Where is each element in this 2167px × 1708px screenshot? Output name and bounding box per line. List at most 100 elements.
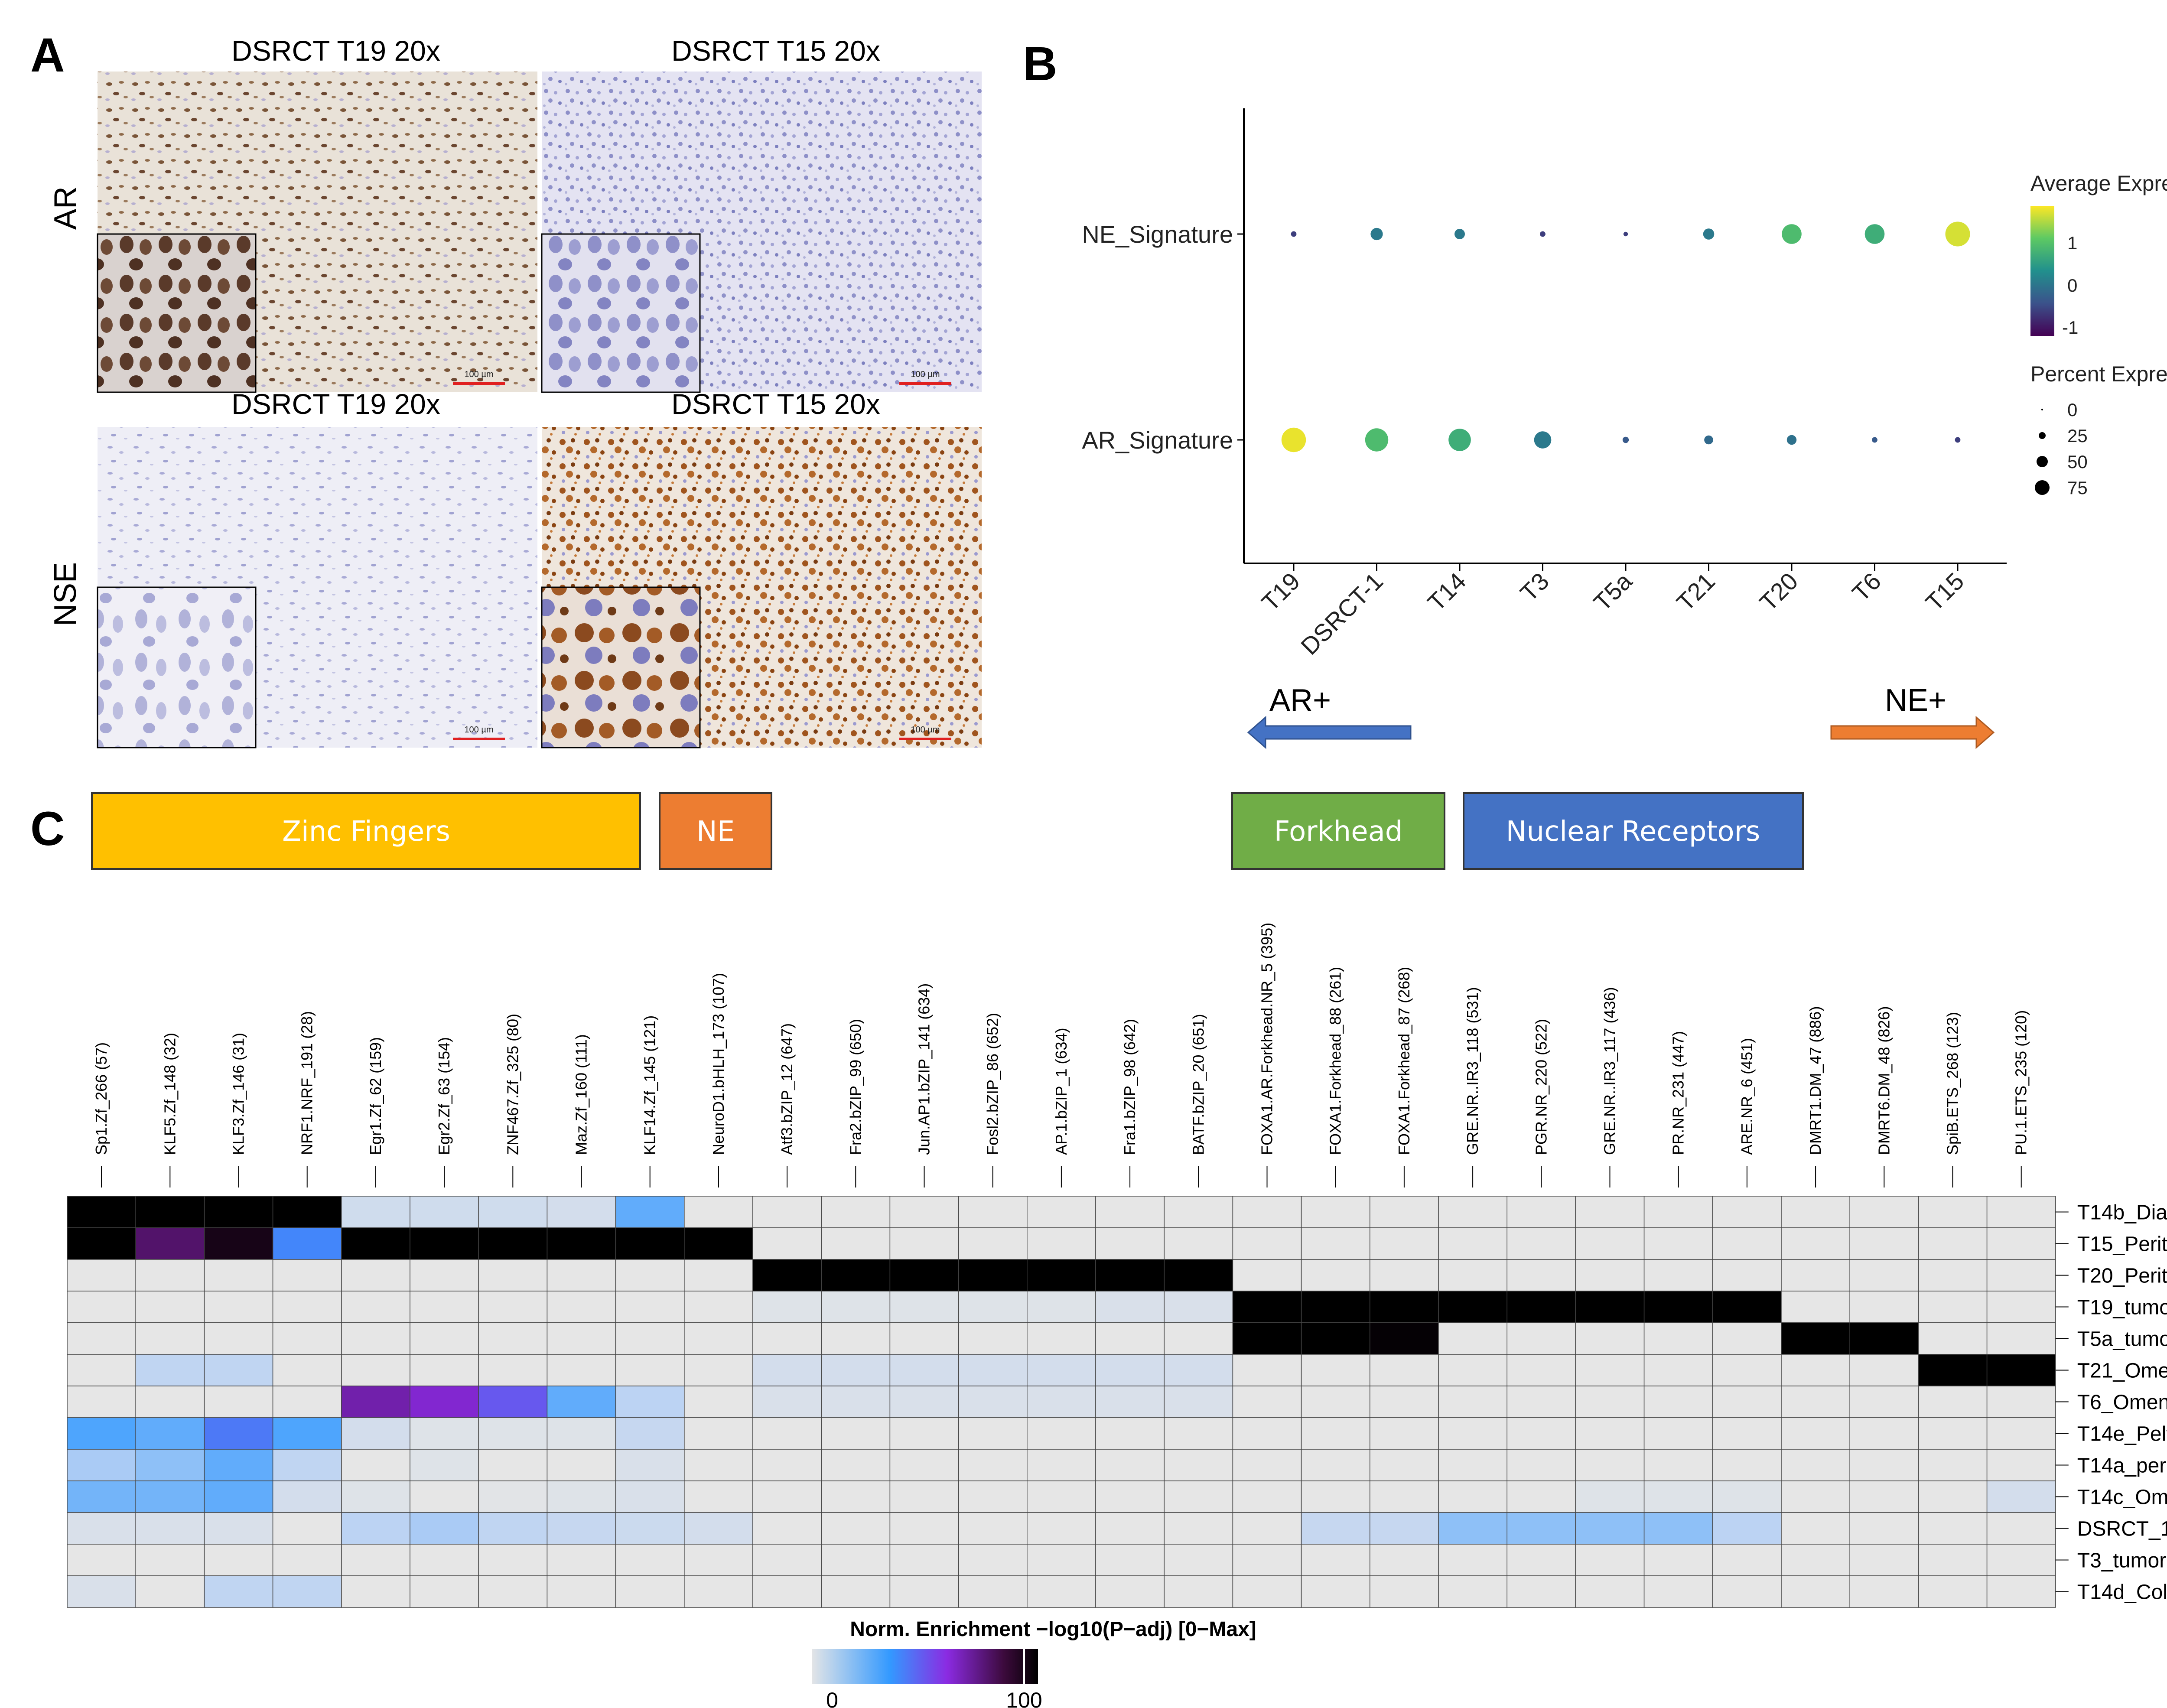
heatmap-cell <box>958 1480 1028 1513</box>
dotplot-row-labels: NE_Signature AR_Signature <box>1082 221 1244 454</box>
size-legend: Percent Expressed 0 25 50 75 <box>2030 362 2167 498</box>
heatmap-cell <box>752 1196 822 1228</box>
heatmap-cell <box>1164 1417 1233 1450</box>
heatmap-cell <box>1164 1544 1233 1576</box>
heatmap-cell <box>478 1291 548 1323</box>
heatmap-cell <box>1781 1417 1850 1450</box>
heatmap-column-label: NRF1.NRF_191 (28) <box>298 1011 316 1155</box>
heatmap-cell <box>1095 1417 1165 1450</box>
heatmap-cell <box>821 1322 891 1355</box>
heatmap-cell <box>821 1575 891 1608</box>
heatmap-cell <box>478 1449 548 1481</box>
heatmap-cell <box>752 1417 822 1450</box>
heatmap-cell <box>1849 1196 1919 1228</box>
heatmap-cell <box>1918 1227 1988 1260</box>
heatmap-cell <box>410 1386 479 1418</box>
heatmap-cell <box>1232 1449 1302 1481</box>
heatmap-cell <box>547 1449 616 1481</box>
heatmap-cell <box>615 1227 685 1260</box>
heatmap-cell <box>615 1322 685 1355</box>
heatmap-colorbar: Norm. Enrichment −log10(P−adj) [0−Max] 0… <box>810 1618 1256 1708</box>
heatmap-cell <box>1438 1544 1507 1576</box>
heatmap-cell <box>1232 1575 1302 1608</box>
heatmap-cell <box>410 1227 479 1260</box>
heatmap-cell <box>478 1322 548 1355</box>
heatmap-cell <box>341 1512 410 1545</box>
heatmap-cell <box>272 1354 342 1386</box>
heatmap-cell <box>1643 1480 1713 1513</box>
heatmap-cell <box>1301 1512 1370 1545</box>
dotplot-point <box>1622 436 1629 443</box>
heatmap-cell <box>1506 1291 1576 1323</box>
size-legend-title: Percent Expressed <box>2030 362 2167 386</box>
heatmap-cell <box>889 1449 959 1481</box>
heatmap-row-label: T14a_peritoneum <box>2077 1454 2167 1477</box>
heatmap-cell <box>67 1291 136 1323</box>
size-legend-tick: 0 <box>2067 400 2077 420</box>
scale-bar-label: 100 µm <box>464 370 493 379</box>
heatmap-cell <box>1370 1417 1439 1450</box>
heatmap-cell <box>204 1512 273 1545</box>
heatmap-column-label: NeuroD1.bHLH_173 (107) <box>709 973 727 1155</box>
heatmap-cell <box>684 1417 753 1450</box>
heatmap-cell <box>1781 1196 1850 1228</box>
heatmap-column-label: Atf3.bZIP_12 (647) <box>778 1023 796 1155</box>
dotplot-x-label: T14 <box>1422 567 1471 616</box>
heatmap-cell <box>1027 1259 1096 1292</box>
heatmap-cell <box>1986 1449 2056 1481</box>
heatmap-cell <box>135 1386 205 1418</box>
dotplot-point <box>1623 231 1628 237</box>
heatmap-cell <box>1370 1449 1439 1481</box>
heatmap-cell <box>204 1544 273 1576</box>
panel-a-title-2: DSRCT T15 20x <box>671 35 880 67</box>
heatmap-cell <box>1370 1544 1439 1576</box>
heatmap-cell <box>135 1259 205 1292</box>
heatmap-cell <box>1712 1512 1782 1545</box>
heatmap-cell <box>272 1575 342 1608</box>
heatmap-cell <box>547 1196 616 1228</box>
heatmap-cell <box>67 1480 136 1513</box>
heatmap-cell <box>821 1417 891 1450</box>
heatmap-cell <box>1781 1544 1850 1576</box>
heatmap-cell <box>1027 1386 1096 1418</box>
heatmap-cell <box>684 1544 753 1576</box>
heatmap-cell <box>1370 1291 1439 1323</box>
heatmap-cells <box>67 1196 2056 1608</box>
heatmap-cell <box>1027 1544 1096 1576</box>
heatmap-cell <box>889 1544 959 1576</box>
heatmap-cell <box>684 1259 753 1292</box>
heatmap-cell <box>958 1575 1028 1608</box>
heatmap-cell <box>1986 1196 2056 1228</box>
heatmap-cell <box>1506 1386 1576 1418</box>
heatmap-cell <box>889 1354 959 1386</box>
heatmap-cell <box>1849 1417 1919 1450</box>
heatmap-cell <box>821 1227 891 1260</box>
dotplot-point <box>1365 428 1389 452</box>
heatmap-cell <box>889 1512 959 1545</box>
heatmap-cell <box>1232 1386 1302 1418</box>
heatmap-cell <box>752 1291 822 1323</box>
heatmap-cell <box>821 1449 891 1481</box>
dotplot-x-label: T21 <box>1671 567 1720 616</box>
heatmap-cell <box>1575 1544 1645 1576</box>
heatmap-cell <box>1712 1449 1782 1481</box>
heatmap-column-label: SpiB.ETS_268 (123) <box>1944 1012 1962 1155</box>
heatmap-cell <box>272 1227 342 1260</box>
heatmap-cell <box>1027 1196 1096 1228</box>
scale-bar-label: 100 µm <box>911 370 940 379</box>
heatmap-cell <box>1506 1575 1576 1608</box>
family-ne: NE <box>659 792 772 870</box>
panel-a: A DSRCT T19 20x DSRCT T15 20x DSRCT T19 … <box>30 29 982 748</box>
heatmap-cell <box>341 1227 410 1260</box>
size-legend-dot <box>2035 480 2050 495</box>
heatmap-cell <box>1643 1449 1713 1481</box>
heatmap-cell <box>135 1196 205 1228</box>
heatmap-cell <box>1438 1575 1507 1608</box>
heatmap-cell <box>1506 1322 1576 1355</box>
ne-arrow-label: NE+ <box>1885 683 1946 718</box>
heatmap-cell <box>1506 1417 1576 1450</box>
heatmap-cell <box>889 1575 959 1608</box>
heatmap-cell <box>958 1544 1028 1576</box>
family-ne-label: NE <box>696 816 735 848</box>
heatmap-cell <box>1370 1386 1439 1418</box>
